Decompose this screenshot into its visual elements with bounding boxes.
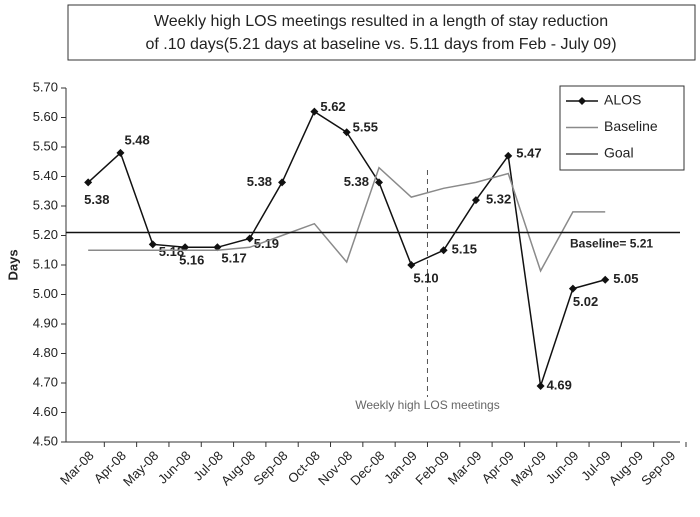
data-label: 5.47 [516, 145, 541, 160]
legend-marker [578, 97, 586, 105]
data-label: 4.69 [547, 377, 572, 392]
chart-title: of .10 days(5.21 days at baseline vs. 5.… [145, 36, 616, 53]
y-tick-label: 4.60 [33, 404, 58, 419]
x-tick-label: May-08 [120, 448, 161, 489]
data-label: 5.15 [452, 242, 477, 257]
marker [181, 243, 190, 252]
marker [601, 275, 610, 284]
marker [407, 261, 416, 269]
data-label: 5.05 [613, 271, 638, 286]
data-label: 5.38 [344, 174, 369, 189]
x-tick-label: Jun-08 [155, 448, 194, 487]
y-tick-label: 5.10 [33, 256, 58, 271]
marker [342, 128, 351, 137]
x-tick-label: Dec-08 [347, 448, 387, 488]
reference-label: Baseline= 5.21 [570, 237, 653, 251]
marker [278, 178, 287, 187]
data-label: 5.02 [573, 294, 598, 309]
marker [148, 240, 157, 249]
data-label: 5.17 [221, 251, 246, 266]
x-tick-label: Feb-09 [412, 448, 452, 488]
marker [439, 246, 448, 255]
x-tick-label: Nov-08 [315, 448, 355, 488]
marker [116, 148, 125, 157]
x-tick-label: Mar-09 [445, 448, 485, 488]
y-tick-label: 4.90 [33, 315, 58, 330]
marker [245, 234, 254, 243]
data-label: 5.38 [247, 174, 272, 189]
chart-title: Weekly high LOS meetings resulted in a l… [154, 13, 608, 30]
x-tick-label: May-09 [508, 448, 549, 489]
y-tick-label: 5.50 [33, 138, 58, 153]
data-label: 5.32 [486, 192, 511, 207]
marker [568, 284, 577, 293]
y-tick-label: 4.50 [33, 433, 58, 448]
title-box [67, 4, 696, 61]
data-label: 5.55 [353, 120, 378, 135]
series-line [88, 166, 606, 273]
y-tick-label: 5.30 [33, 197, 58, 212]
y-tick-label: 5.20 [33, 227, 58, 242]
y-axis-label: Days [5, 249, 20, 280]
data-label: 5.16 [179, 253, 204, 268]
x-tick-label: Aug-09 [606, 448, 646, 488]
y-tick-label: 5.00 [33, 286, 58, 301]
data-label: 5.38 [84, 192, 109, 207]
y-tick-label: 5.60 [33, 109, 58, 124]
x-tick-label: Jun-09 [543, 448, 582, 487]
legend-label: Goal [604, 145, 634, 161]
data-label: 5.10 [413, 270, 438, 285]
data-label: 5.48 [124, 132, 149, 147]
marker [471, 196, 480, 205]
marker [504, 151, 513, 160]
x-tick-label: Aug-08 [218, 448, 258, 488]
y-tick-label: 4.70 [33, 374, 58, 389]
marker [375, 178, 383, 187]
x-tick-label: Sep-08 [250, 448, 290, 488]
data-label: 5.62 [320, 99, 345, 114]
x-tick-label: Mar-08 [57, 448, 97, 488]
legend-label: ALOS [604, 92, 641, 108]
marker [84, 178, 93, 187]
x-tick-label: Jan-09 [381, 448, 420, 487]
marker [536, 381, 545, 390]
y-tick-label: 5.70 [33, 79, 58, 94]
y-tick-label: 4.80 [33, 345, 58, 360]
data-label: 5.18 [159, 244, 184, 259]
x-tick-label: Sep-09 [638, 448, 678, 488]
annotation: Weekly high LOS meetings [355, 398, 500, 412]
marker [213, 243, 222, 252]
y-tick-label: 5.40 [33, 168, 58, 183]
legend-label: Baseline [604, 118, 658, 134]
marker [310, 107, 319, 116]
